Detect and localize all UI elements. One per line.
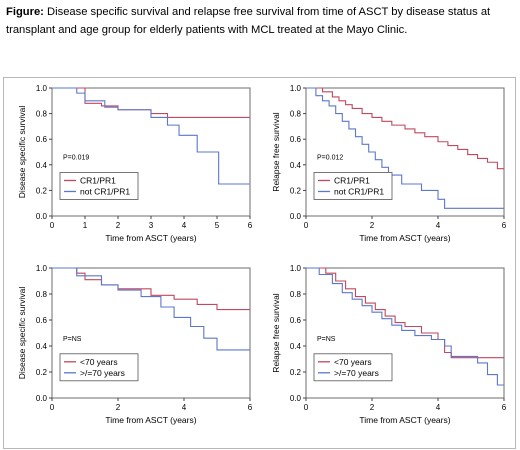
km-curve-series-1 [306,87,504,170]
y-tick-label: 0.2 [36,186,48,195]
y-axis-title: Relapse free survival [271,112,281,191]
km-curve-series-2 [52,267,250,351]
legend-label: not CR1/PR1 [334,186,384,196]
p-value-annotation: P=NS [317,336,336,343]
y-tick-label: 0.8 [36,290,48,299]
x-tick-label: 1 [83,221,88,230]
y-tick-label: 0.6 [290,316,302,325]
y-tick-label: 0.8 [290,110,302,119]
legend-box [59,172,139,200]
x-tick-label: 4 [436,221,441,230]
x-tick-label: 4 [436,403,441,412]
y-tick-label: 0.8 [36,110,48,119]
y-tick-label: 0.2 [290,368,302,377]
y-tick-label: 1.0 [290,84,302,93]
km-chart-rfs-disease-status: 0.0 0.2 0.4 0.6 0.8 1.0 0 2 4 6 Time from ASCT (ye… [271,84,507,243]
x-tick-label: 2 [370,403,375,412]
y-tick-label: 0.4 [36,161,48,170]
legend-label: <70 years [334,357,372,367]
y-tick-label: 0.6 [36,316,48,325]
legend-label: >/=70 years [334,368,379,378]
caption-text: Disease specific survival and relapse fr… [6,6,491,36]
km-curve-series-2 [306,87,504,209]
x-axis-title: Time from ASCT (years) [105,233,196,243]
x-tick-label: 0 [304,403,309,412]
y-tick-label: 0.0 [290,212,302,221]
x-tick-label: 5 [215,221,220,230]
y-tick-label: 0.6 [36,135,48,144]
p-value-annotation: P=0.019 [63,155,89,162]
legend-label: CR1/PR1 [334,175,370,185]
legend-label: >/=70 years [80,368,125,378]
y-tick-label: 1.0 [36,264,48,273]
plot-frame [305,87,505,217]
y-axis-title: Disease specific survival [17,287,27,380]
y-tick-label: 0.6 [290,135,302,144]
km-chart-dss-age-group: 0.0 0.2 0.4 0.6 0.8 1.0 0 2 4 6 Time from ASCT (ye… [17,264,253,425]
y-tick-label: 0.0 [36,212,48,221]
y-axis-title: Relapse free survival [271,293,281,372]
x-tick-label: 2 [370,221,375,230]
legend-label: CR1/PR1 [80,175,116,185]
chart-panel-rfs-age-group: 0.0 0.2 0.4 0.6 0.8 1.0 0 2 4 6 Time from ASCT (ye… [262,262,512,446]
y-tick-label: 0.4 [290,161,302,170]
chart-panel-rfs-disease-status: 0.0 0.2 0.4 0.6 0.8 1.0 0 2 4 6 Time from ASCT (ye… [262,82,512,258]
x-tick-label: 6 [248,403,253,412]
km-chart-dss-disease-status: 0.0 0.2 0.4 0.6 0.8 1.0 0 1 2 3 4 5 6 Time from ASCT … [17,84,253,243]
x-tick-label: 6 [248,221,253,230]
y-tick-label: 0.8 [290,290,302,299]
y-tick-label: 1.0 [290,264,302,273]
legend-box [313,353,393,382]
km-curve-series-1 [52,267,250,311]
y-tick-label: 0.0 [36,394,48,403]
caption-label: Figure: [6,6,44,18]
chart-panel-dss-age-group: 0.0 0.2 0.4 0.6 0.8 1.0 0 2 4 6 Time from ASCT (ye… [8,262,258,446]
p-value-annotation: P=NS [63,336,82,343]
x-tick-label: 2 [116,221,121,230]
figure-frame [3,77,516,449]
x-tick-label: 6 [502,221,507,230]
x-axis-title: Time from ASCT (years) [359,233,450,243]
x-axis-title: Time from ASCT (years) [105,415,196,425]
km-curve-series-2 [306,267,504,386]
x-tick-label: 4 [182,403,187,412]
y-tick-label: 0.2 [36,368,48,377]
legend-box [59,353,139,382]
km-curve-series-1 [306,267,504,359]
x-tick-label: 2 [116,403,121,412]
km-curve-series-2 [52,87,250,185]
p-value-annotation: P=0.012 [317,155,343,162]
km-chart-rfs-age-group: 0.0 0.2 0.4 0.6 0.8 1.0 0 2 4 6 Time from ASCT (ye… [271,264,507,425]
x-tick-label: 0 [50,221,55,230]
y-axis-title: Disease specific survival [17,106,27,199]
x-axis-title: Time from ASCT (years) [359,415,450,425]
x-tick-label: 6 [502,403,507,412]
y-tick-label: 0.0 [290,394,302,403]
x-tick-label: 0 [50,403,55,412]
y-tick-label: 0.4 [36,342,48,351]
plot-frame [51,267,251,399]
y-tick-label: 1.0 [36,84,48,93]
chart-panel-dss-disease-status: 0.0 0.2 0.4 0.6 0.8 1.0 0 1 2 3 4 5 6 Time from ASCT … [8,82,258,258]
y-tick-label: 0.2 [290,186,302,195]
y-tick-label: 0.4 [290,342,302,351]
plot-frame [305,267,505,399]
legend-label: <70 years [80,357,118,367]
x-tick-label: 4 [182,221,187,230]
x-tick-label: 3 [149,221,154,230]
legend-label: not CR1/PR1 [80,186,130,196]
figure-caption: Figure: Disease specific survival and re… [6,3,514,39]
x-tick-label: 0 [304,221,309,230]
legend-box [313,172,393,200]
